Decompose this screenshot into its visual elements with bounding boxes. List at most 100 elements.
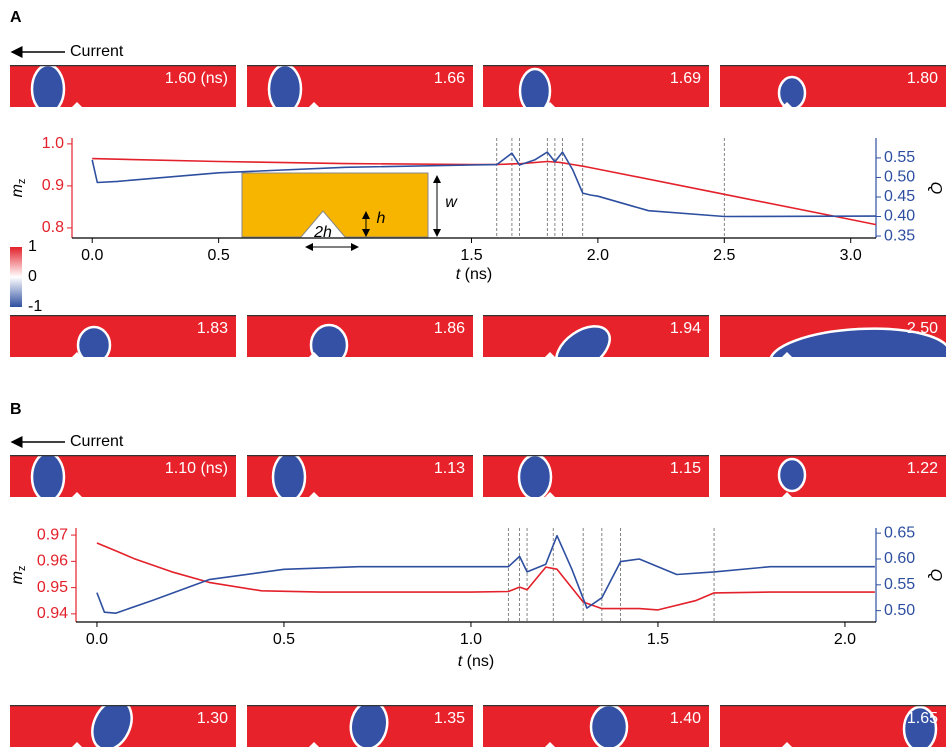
series-line [92, 159, 876, 225]
current-label: Current [70, 433, 124, 450]
y2-tick-label: 0.35 [884, 227, 915, 244]
snapshot: 2.50 [720, 315, 949, 390]
skyrmion [32, 453, 64, 501]
snapshot-label: 1.13 [434, 460, 465, 477]
snapshot-label: 1.94 [670, 320, 701, 337]
x-label-unit: (ns) [465, 266, 493, 283]
snapshot-label: 1.83 [197, 320, 228, 337]
colorbar [10, 247, 22, 307]
y-tick-label: 0.95 [37, 579, 68, 596]
snapshot: 1.80 [720, 65, 946, 109]
x-label-var: t [456, 266, 461, 283]
snapshot: 1.69 [483, 65, 709, 113]
snapshot-label: 1.66 [434, 70, 465, 87]
y-tick-label: 0.9 [42, 177, 64, 194]
inset-label: h [377, 210, 386, 227]
skyrmion [311, 325, 347, 365]
snapshot: 1.30 [10, 694, 236, 750]
y-tick-label: 0.96 [37, 553, 68, 570]
skyrmion [32, 65, 64, 113]
skyrmion [273, 453, 305, 501]
y2-axis-label: Q [927, 182, 944, 194]
skyrmion [519, 455, 551, 499]
y2-tick-label: 0.55 [884, 149, 915, 166]
y-tick-label: 0.8 [42, 219, 64, 236]
snapshot-label: 2.50 [907, 320, 938, 337]
snapshot: 1.10 (ns) [10, 453, 236, 501]
colorbar-label: 0 [28, 268, 37, 285]
snapshot: 1.40 [483, 705, 709, 749]
series-line [97, 536, 875, 614]
series-line [97, 543, 875, 610]
y-tick-label: 1.0 [42, 135, 64, 152]
snapshot-label: 1.65 [907, 710, 938, 727]
snapshot: 1.86 [247, 315, 473, 365]
snapshot-label: 1.30 [197, 710, 228, 727]
x-tick-label: 0.5 [208, 247, 230, 264]
snapshot: 1.65 [720, 705, 946, 750]
x-tick-label: 2.0 [587, 247, 609, 264]
x-tick-label: 0.0 [86, 631, 108, 648]
x-label-unit: (ns) [467, 653, 495, 670]
snapshot-label: 1.15 [670, 460, 701, 477]
x-label-var: t [458, 653, 463, 670]
skyrmion [78, 327, 110, 363]
snapshot-label: 1.80 [907, 70, 938, 87]
y2-tick-label: 0.55 [884, 576, 915, 593]
figure: A Current 1.60 (ns) 1.66 1.69 1.80 1.83 1.86 1.9… [0, 0, 949, 750]
y-label-sub: z [16, 179, 28, 185]
y2-tick-label: 0.50 [884, 169, 915, 186]
skyrmion [269, 65, 301, 113]
snapshot-label: 1.35 [434, 710, 465, 727]
snapshot: 1.15 [483, 455, 709, 499]
x-tick-label: 2.5 [713, 247, 735, 264]
snapshot-label: 1.22 [907, 460, 938, 477]
y2-tick-label: 0.60 [884, 550, 915, 567]
panel-letter: B [10, 401, 22, 418]
skyrmion [779, 459, 805, 491]
snapshot-label: 1.86 [434, 320, 465, 337]
y-tick-label: 0.94 [37, 605, 68, 622]
snapshot: 1.13 [247, 453, 473, 501]
y-label-sub: z [16, 566, 28, 572]
colorbar-label: -1 [28, 298, 42, 315]
y2-axis-label: Q [927, 569, 944, 581]
snapshot: 1.83 [10, 315, 236, 363]
snapshot-label: 1.60 (ns) [165, 70, 228, 87]
x-tick-label: 1.5 [647, 631, 669, 648]
snapshot: 1.22 [720, 455, 946, 497]
current-label: Current [70, 43, 124, 60]
y2-tick-label: 0.45 [884, 188, 915, 205]
x-tick-label: 1.5 [460, 247, 482, 264]
skyrmion [779, 77, 805, 109]
skyrmion [591, 705, 627, 749]
y2-tick-label: 0.65 [884, 524, 915, 541]
y2-tick-label: 0.50 [884, 602, 915, 619]
snapshot: 1.60 (ns) [10, 65, 236, 113]
y-axis-label: mz [9, 566, 28, 585]
snapshot: 1.66 [247, 65, 473, 113]
y-axis-label: mz [9, 179, 28, 198]
y-label-var: m [9, 184, 26, 197]
y-tick-label: 0.97 [37, 526, 68, 543]
panel-letter: A [10, 9, 22, 26]
x-tick-label: 1.0 [460, 631, 482, 648]
inset-label: w [445, 194, 458, 211]
x-tick-label: 0.0 [81, 247, 103, 264]
snapshot: 1.35 [247, 698, 473, 750]
snapshot: 1.94 [483, 315, 709, 381]
x-tick-label: 0.5 [273, 631, 295, 648]
x-axis-label: t (ns) [458, 653, 494, 670]
snapshot-label: 1.10 (ns) [165, 460, 228, 477]
x-tick-label: 3.0 [840, 247, 862, 264]
snapshot-label: 1.40 [670, 710, 701, 727]
inset-strip [242, 173, 428, 237]
y-label-var: m [9, 571, 26, 584]
colorbar-label: 1 [28, 238, 37, 255]
x-tick-label: 2.0 [834, 631, 856, 648]
y2-tick-label: 0.40 [884, 208, 915, 225]
snapshot-label: 1.69 [670, 70, 701, 87]
skyrmion [520, 69, 550, 113]
inset-label: 2h [313, 224, 332, 241]
x-axis-label: t (ns) [456, 266, 492, 283]
